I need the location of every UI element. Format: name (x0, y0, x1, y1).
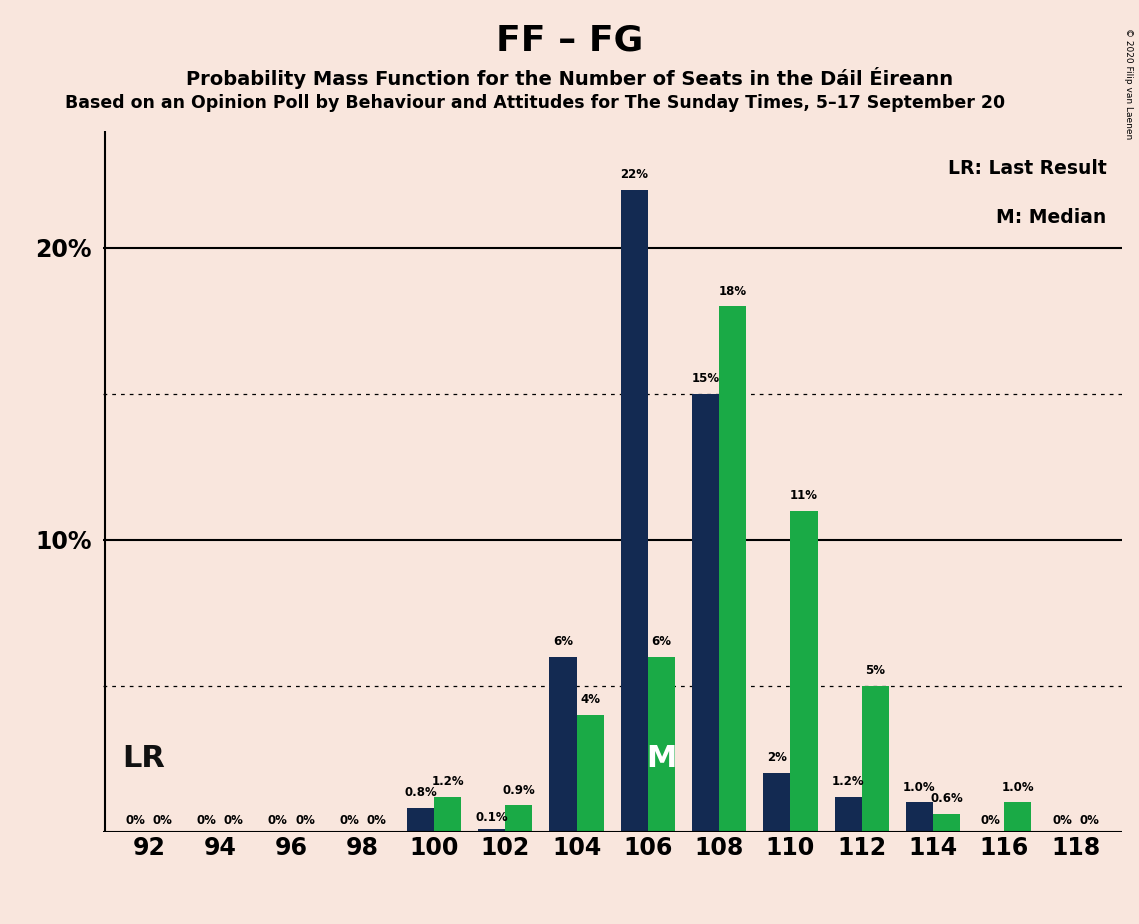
Bar (549, 656, 576, 832)
Text: 0.8%: 0.8% (404, 786, 437, 799)
Bar (790, 511, 818, 832)
Text: 0%: 0% (223, 814, 244, 827)
Text: 1.0%: 1.0% (1001, 781, 1034, 794)
Text: 0%: 0% (125, 814, 146, 827)
Text: 0%: 0% (339, 814, 359, 827)
Text: LR: Last Result: LR: Last Result (948, 159, 1107, 178)
Bar (648, 656, 675, 832)
Text: 0.9%: 0.9% (502, 784, 535, 796)
Bar (478, 829, 506, 832)
Text: 6%: 6% (652, 635, 671, 648)
Bar (407, 808, 434, 832)
Bar (933, 814, 960, 832)
Text: FF – FG: FF – FG (495, 23, 644, 57)
Bar (906, 802, 933, 832)
Bar (506, 806, 532, 832)
Text: M: M (646, 744, 677, 772)
Bar (434, 796, 461, 832)
Text: Based on an Opinion Poll by Behaviour and Attitudes for The Sunday Times, 5–17 S: Based on an Opinion Poll by Behaviour an… (65, 94, 1006, 112)
Text: Probability Mass Function for the Number of Seats in the Dáil Éireann: Probability Mass Function for the Number… (186, 67, 953, 89)
Bar (835, 796, 862, 832)
Text: 18%: 18% (719, 285, 747, 298)
Text: 1.2%: 1.2% (831, 775, 865, 788)
Text: LR: LR (122, 744, 165, 773)
Text: 0%: 0% (197, 814, 216, 827)
Text: 1.2%: 1.2% (432, 775, 464, 788)
Text: 5%: 5% (866, 664, 885, 677)
Text: 2%: 2% (767, 751, 787, 764)
Bar (1005, 802, 1032, 832)
Text: 15%: 15% (691, 372, 720, 385)
Text: M: Median: M: Median (997, 208, 1107, 227)
Text: 6%: 6% (554, 635, 573, 648)
Text: 0%: 0% (981, 814, 1001, 827)
Text: 11%: 11% (790, 489, 818, 502)
Text: 1.0%: 1.0% (903, 781, 936, 794)
Bar (621, 189, 648, 832)
Bar (693, 394, 719, 832)
Bar (719, 307, 746, 832)
Text: 0%: 0% (367, 814, 386, 827)
Text: 0%: 0% (153, 814, 172, 827)
Text: 0.6%: 0.6% (931, 793, 962, 806)
Text: 22%: 22% (621, 168, 648, 181)
Text: 0%: 0% (295, 814, 314, 827)
Bar (763, 773, 790, 832)
Text: © 2020 Filip van Laenen: © 2020 Filip van Laenen (1124, 28, 1133, 139)
Text: 4%: 4% (580, 693, 600, 706)
Text: 0%: 0% (1079, 814, 1099, 827)
Bar (862, 686, 888, 832)
Bar (576, 715, 604, 832)
Text: 0%: 0% (1052, 814, 1072, 827)
Text: 0%: 0% (268, 814, 288, 827)
Text: 0.1%: 0.1% (475, 811, 508, 824)
